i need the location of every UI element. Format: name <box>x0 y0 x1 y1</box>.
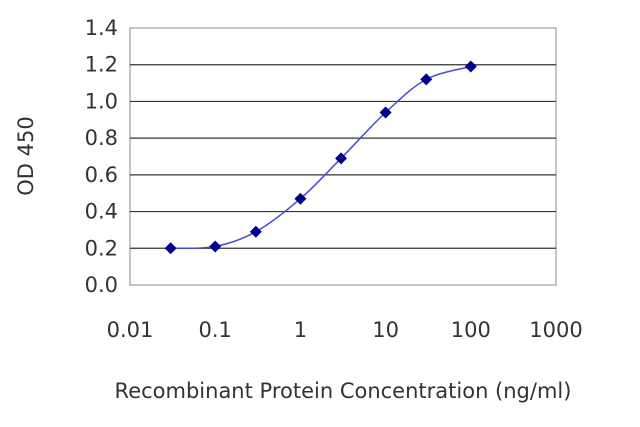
x-tick-label: 1000 <box>529 318 582 342</box>
y-tick-label: 0.6 <box>85 163 118 187</box>
x-axis-ticks: 0.01 0.1 1 10 100 1000 <box>107 318 583 342</box>
data-point <box>335 152 348 165</box>
x-tick-label: 0.01 <box>107 318 154 342</box>
y-tick-label: 0.4 <box>85 200 118 224</box>
y-tick-label: 1.0 <box>85 89 118 113</box>
series-points <box>164 60 477 255</box>
y-tick-label: 0.8 <box>85 126 118 150</box>
y-axis-ticks: 0.0 0.2 0.4 0.6 0.8 1.0 1.2 1.4 <box>85 16 118 297</box>
data-point <box>379 106 392 119</box>
y-tick-label: 0.2 <box>85 236 118 260</box>
y-tick-label: 0.0 <box>85 273 118 297</box>
data-point <box>420 73 433 86</box>
data-point <box>249 225 262 238</box>
data-point <box>464 60 477 73</box>
data-point <box>209 240 222 253</box>
x-tick-label: 0.1 <box>198 318 231 342</box>
data-point <box>164 242 177 255</box>
y-axis-title: OD 450 <box>14 116 38 195</box>
x-tick-label: 100 <box>451 318 491 342</box>
y-tick-label: 1.4 <box>85 16 118 40</box>
x-tick-label: 1 <box>294 318 307 342</box>
x-tick-label: 10 <box>372 318 399 342</box>
y-tick-label: 1.2 <box>85 53 118 77</box>
x-axis-title: Recombinant Protein Concentration (ng/ml… <box>115 379 572 403</box>
data-point <box>294 192 307 205</box>
